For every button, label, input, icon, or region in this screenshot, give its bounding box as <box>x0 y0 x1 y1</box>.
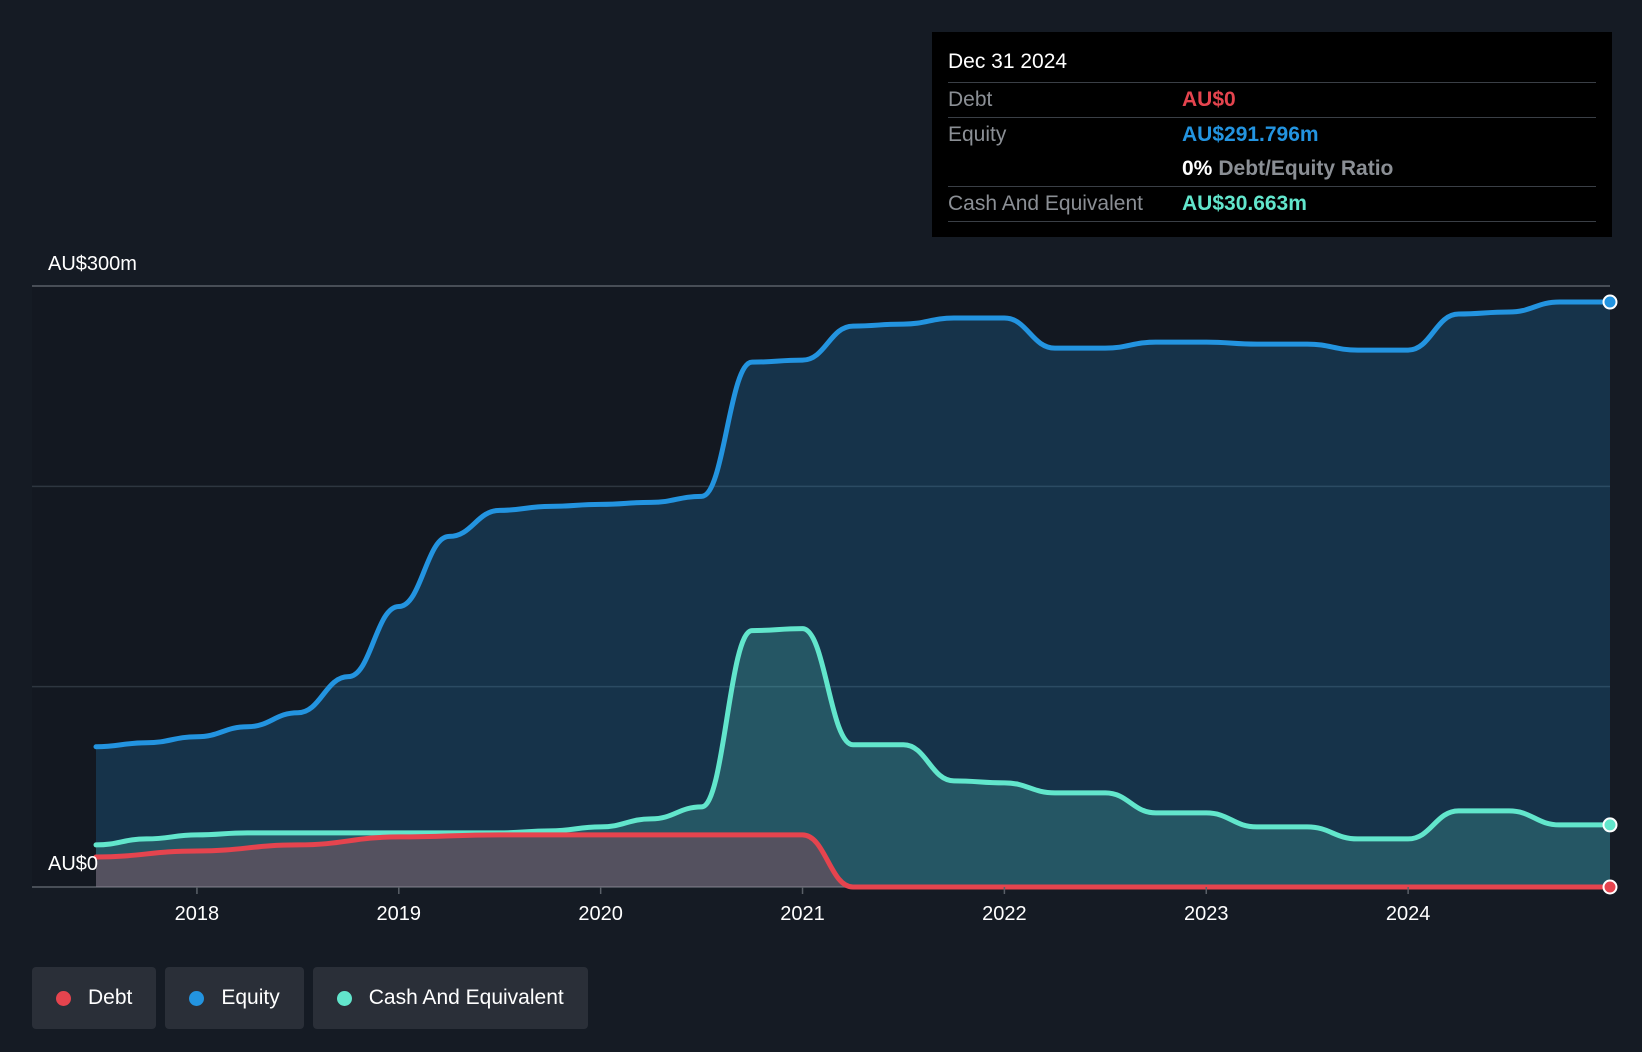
tooltip-debt-label: Debt <box>948 88 993 111</box>
legend-item-debt[interactable]: Debt <box>32 967 157 1029</box>
x-tick-label: 2020 <box>578 903 623 925</box>
x-axis-ticks: 2018 2019 2020 2021 2022 2023 2024 <box>175 887 1431 925</box>
cash-line <box>93 626 1613 848</box>
tooltip-debt-value: AU$0 <box>1182 88 1236 111</box>
legend-label-debt: Debt <box>88 986 133 1009</box>
tooltip-ratio-value: 0% <box>1182 157 1213 180</box>
tooltip-equity-row: Equity AU$291.796m <box>948 118 1596 152</box>
debt-endpoint-marker[interactable] <box>1602 879 1618 895</box>
legend-dot-debt <box>56 990 71 1006</box>
legend-item-cash[interactable]: Cash And Equivalent <box>312 967 588 1029</box>
tooltip-equity-label: Equity <box>948 123 1007 146</box>
x-tick-label: 2024 <box>1386 903 1431 925</box>
x-tick-label: 2019 <box>377 903 422 925</box>
tooltip-ratio-label: Debt/Equity Ratio <box>1218 157 1394 180</box>
equity-line <box>93 299 1613 750</box>
tooltip-cash-row: Cash And Equivalent AU$30.663m <box>948 187 1596 222</box>
legend-dot-equity <box>189 990 205 1006</box>
series-lines <box>93 299 1613 890</box>
debt-line <box>93 832 1613 890</box>
legend-dot-cash <box>336 990 352 1006</box>
equity-endpoint-marker[interactable] <box>1602 294 1618 310</box>
tooltip-equity-value: AU$291.796m <box>1182 123 1319 146</box>
tooltip-ratio-row: 0% Debt/Equity Ratio <box>948 152 1596 187</box>
x-tick-label: 2023 <box>1184 903 1229 925</box>
tooltip-debt-row: Debt AU$0 <box>948 83 1596 118</box>
equity-area <box>96 302 1610 887</box>
tooltip: Dec 31 2024 Debt AU$0 Equity AU$291.796m… <box>932 32 1612 237</box>
cash-endpoint-marker[interactable] <box>1602 817 1618 833</box>
tooltip-cash-value: AU$30.663m <box>1182 192 1307 215</box>
x-tick-label: 2021 <box>780 903 825 925</box>
legend-item-equity[interactable]: Equity <box>165 967 304 1029</box>
series-endpoints[interactable] <box>1602 294 1618 895</box>
y-tick-label-top: AU$300m <box>48 253 137 275</box>
legend-label-equity: Equity <box>221 986 280 1009</box>
legend-label-cash: Cash And Equivalent <box>368 986 564 1009</box>
legend: Debt Equity Cash And Equivalent <box>32 967 588 1029</box>
plot-background <box>32 286 1610 887</box>
debt-area <box>96 834 1610 887</box>
tooltip-date: Dec 31 2024 <box>948 46 1596 83</box>
y-axis-ticks: AU$300m AU$0 <box>48 253 137 875</box>
x-tick-label: 2022 <box>982 903 1027 925</box>
y-tick-label-zero: AU$0 <box>48 853 98 875</box>
x-tick-label: 2018 <box>175 903 220 925</box>
tooltip-cash-label: Cash And Equivalent <box>948 192 1143 215</box>
